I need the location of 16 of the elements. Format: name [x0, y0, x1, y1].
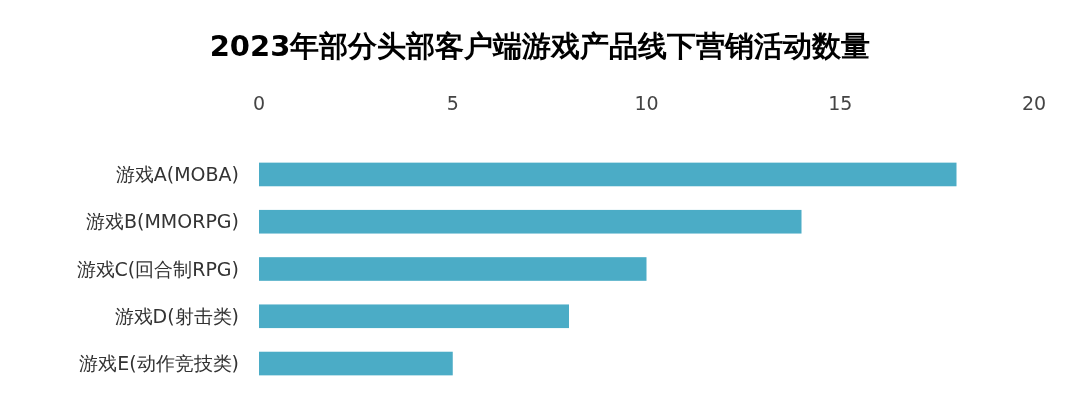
- y-tick-label: 游戏A(MOBA): [115, 163, 239, 186]
- bar: [259, 351, 453, 376]
- bar: [259, 162, 957, 187]
- chart-title: 2023年部分头部客户端游戏产品线下营销活动数量: [209, 29, 871, 63]
- y-tick-label: 游戏C(回合制RPG): [76, 257, 239, 280]
- x-tick-label: 5: [446, 92, 459, 114]
- x-tick-label: 15: [828, 92, 853, 114]
- y-tick-label: 游戏B(MMORPG): [86, 210, 239, 233]
- bar: [259, 304, 569, 329]
- y-tick-label: 游戏D(射击类): [114, 304, 239, 327]
- bar: [259, 257, 647, 281]
- y-tick-label: 游戏E(动作竞技类): [79, 352, 239, 375]
- bar: [259, 209, 802, 234]
- x-tick-label: 10: [634, 92, 659, 114]
- x-tick-label: 0: [252, 92, 266, 114]
- x-tick-label: 20: [1021, 92, 1047, 114]
